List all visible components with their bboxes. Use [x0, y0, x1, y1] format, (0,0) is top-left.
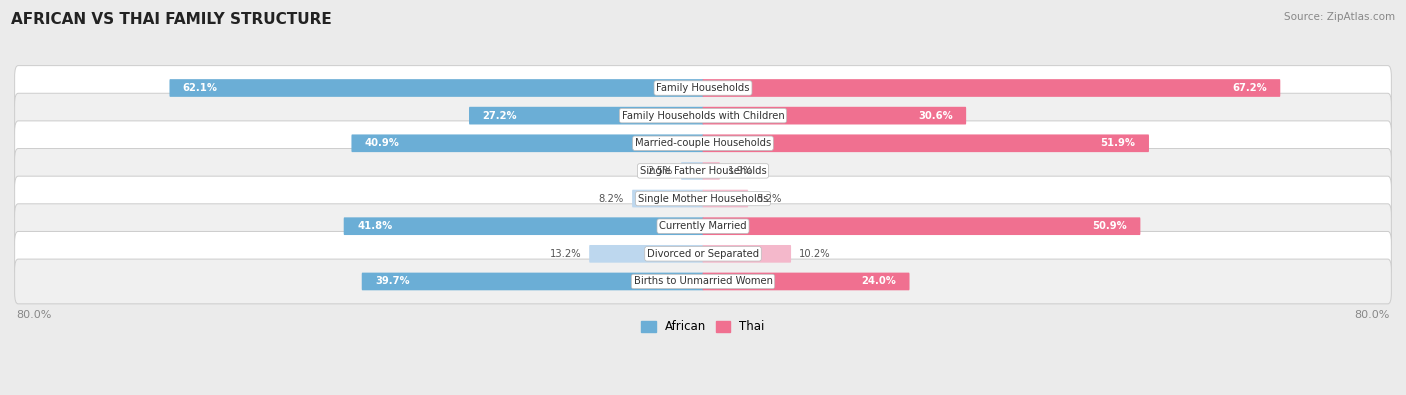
FancyBboxPatch shape: [470, 107, 703, 124]
Legend: African, Thai: African, Thai: [637, 316, 769, 338]
Text: 24.0%: 24.0%: [862, 276, 896, 286]
Text: Married-couple Households: Married-couple Households: [636, 138, 770, 148]
FancyBboxPatch shape: [703, 107, 966, 124]
FancyBboxPatch shape: [681, 162, 703, 180]
Text: Currently Married: Currently Married: [659, 221, 747, 231]
Text: 67.2%: 67.2%: [1232, 83, 1267, 93]
Text: 39.7%: 39.7%: [375, 276, 409, 286]
Text: Single Father Households: Single Father Households: [640, 166, 766, 176]
FancyBboxPatch shape: [14, 176, 1392, 221]
FancyBboxPatch shape: [703, 245, 792, 263]
FancyBboxPatch shape: [633, 190, 703, 207]
Text: Single Mother Households: Single Mother Households: [638, 194, 768, 203]
FancyBboxPatch shape: [343, 217, 703, 235]
Text: 8.2%: 8.2%: [599, 194, 624, 203]
Text: 5.2%: 5.2%: [756, 194, 782, 203]
FancyBboxPatch shape: [703, 134, 1149, 152]
Text: 40.9%: 40.9%: [364, 138, 399, 148]
FancyBboxPatch shape: [352, 134, 703, 152]
FancyBboxPatch shape: [14, 66, 1392, 110]
FancyBboxPatch shape: [703, 162, 720, 180]
FancyBboxPatch shape: [361, 273, 703, 290]
FancyBboxPatch shape: [14, 121, 1392, 166]
Text: Family Households with Children: Family Households with Children: [621, 111, 785, 120]
Text: 13.2%: 13.2%: [550, 249, 581, 259]
Text: 41.8%: 41.8%: [357, 221, 392, 231]
Text: 80.0%: 80.0%: [1354, 310, 1389, 320]
Text: Divorced or Separated: Divorced or Separated: [647, 249, 759, 259]
Text: 62.1%: 62.1%: [183, 83, 218, 93]
FancyBboxPatch shape: [14, 259, 1392, 304]
Text: 80.0%: 80.0%: [17, 310, 52, 320]
Text: 51.9%: 51.9%: [1101, 138, 1136, 148]
FancyBboxPatch shape: [14, 93, 1392, 138]
FancyBboxPatch shape: [170, 79, 703, 97]
FancyBboxPatch shape: [703, 79, 1281, 97]
Text: 30.6%: 30.6%: [918, 111, 953, 120]
FancyBboxPatch shape: [703, 217, 1140, 235]
Text: 10.2%: 10.2%: [799, 249, 831, 259]
Text: AFRICAN VS THAI FAMILY STRUCTURE: AFRICAN VS THAI FAMILY STRUCTURE: [11, 12, 332, 27]
Text: 27.2%: 27.2%: [482, 111, 517, 120]
FancyBboxPatch shape: [703, 190, 748, 207]
Text: 1.9%: 1.9%: [728, 166, 754, 176]
Text: 50.9%: 50.9%: [1092, 221, 1128, 231]
Text: Family Households: Family Households: [657, 83, 749, 93]
Text: Births to Unmarried Women: Births to Unmarried Women: [634, 276, 772, 286]
FancyBboxPatch shape: [14, 231, 1392, 276]
Text: 2.5%: 2.5%: [648, 166, 673, 176]
FancyBboxPatch shape: [589, 245, 703, 263]
FancyBboxPatch shape: [14, 149, 1392, 193]
Text: Source: ZipAtlas.com: Source: ZipAtlas.com: [1284, 12, 1395, 22]
FancyBboxPatch shape: [703, 273, 910, 290]
FancyBboxPatch shape: [14, 204, 1392, 248]
